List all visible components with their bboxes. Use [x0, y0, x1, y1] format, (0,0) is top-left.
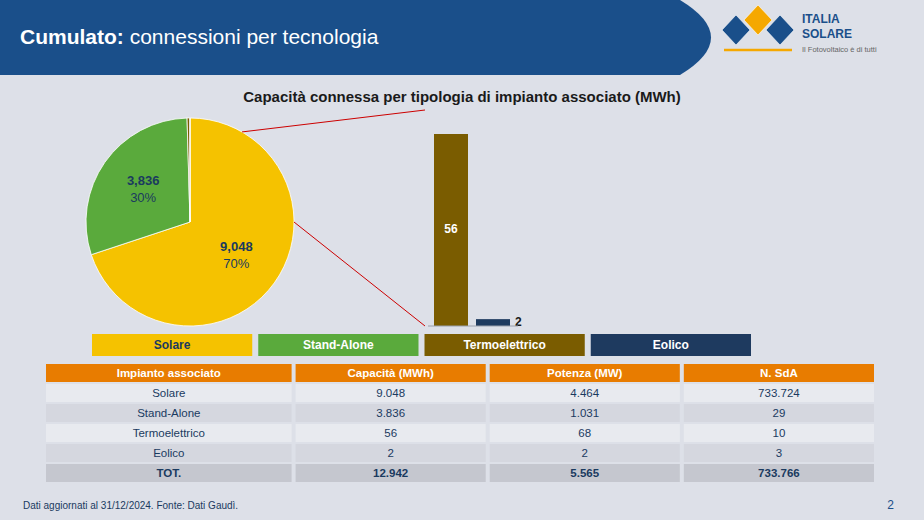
percent-label: 30% [130, 190, 156, 205]
table-cell [46, 384, 292, 402]
pie-slice [189, 118, 190, 222]
table-cell [684, 444, 874, 462]
page-number: 2 [887, 498, 894, 512]
legend-entry: Stand-Alone [303, 338, 374, 352]
table-text: 1.031 [570, 407, 599, 419]
table-cell [296, 444, 486, 462]
table-cell [46, 424, 292, 442]
bars [434, 134, 510, 326]
table-text: Solare [152, 387, 185, 399]
logo-text: ITALIA [802, 12, 840, 26]
table-cell [296, 404, 486, 422]
table-text: 733.724 [758, 387, 800, 399]
table-text: 29 [773, 407, 786, 419]
header-bar [0, 0, 711, 75]
table-text: Termoelettrico [133, 427, 205, 439]
table-text: 56 [384, 427, 397, 439]
table-cell [684, 404, 874, 422]
header-title: Cumulato: connessioni per tecnologia [20, 25, 379, 48]
legend-swatch [591, 334, 751, 356]
table-text: 5.565 [570, 467, 599, 479]
page: Cumulato: connessioni per tecnologia ITAL… [0, 0, 924, 520]
logo-line [724, 49, 792, 52]
data-label: 3,836 [127, 173, 160, 188]
connector [242, 110, 425, 132]
table-cell [490, 384, 680, 402]
table-text: Eolico [153, 447, 184, 459]
footer: Dati aggiornati al 31/12/2024. Fonte: Da… [23, 500, 238, 511]
bar [476, 319, 510, 326]
table-cell [490, 404, 680, 422]
table-text: 9.048 [376, 387, 405, 399]
table-cell [684, 384, 874, 402]
data-label: 2 [515, 315, 522, 329]
header-title-light: connessioni per tecnologia [124, 25, 379, 48]
logo-text: Il Fotovoltaico è di tutti [802, 45, 877, 54]
table-cell [490, 444, 680, 462]
pie-slice [187, 118, 190, 222]
table-cell [296, 424, 486, 442]
table-cell [46, 444, 292, 462]
logo: ITALIASOLARE Il Fotovoltaico è di tutti [722, 5, 877, 54]
legend-swatch [258, 334, 418, 356]
table-text: 3.836 [376, 407, 405, 419]
logo-text: SOLARE [802, 27, 852, 41]
table-cell [46, 464, 292, 482]
table-text: 2 [582, 447, 588, 459]
legend-entry: Termoelettrico [463, 338, 545, 352]
table-text: 68 [578, 427, 591, 439]
table-text: 733.766 [758, 467, 800, 479]
table-text: 12.942 [373, 467, 408, 479]
table-text: Stand-Alone [137, 407, 200, 419]
table-text: 10 [773, 427, 786, 439]
table-cell [490, 464, 680, 482]
table-header: Impianto associato [117, 367, 221, 379]
chart-title: Capacità connessa per tipologia di impia… [243, 88, 681, 105]
table-header: N. SdA [760, 367, 798, 379]
pie-slice [86, 118, 190, 255]
table-cell [46, 404, 292, 422]
table-cell [296, 364, 486, 382]
table-cell [684, 364, 874, 382]
table-text: TOT. [156, 467, 181, 479]
pie [86, 118, 294, 326]
table-cell [296, 384, 486, 402]
data-label: 56 [444, 222, 458, 236]
legend-entry: Eolico [653, 338, 689, 352]
header-title-bold: Cumulato: [20, 25, 124, 48]
table-cell [490, 364, 680, 382]
legend-swatch [92, 334, 252, 356]
table-cell [684, 424, 874, 442]
background [0, 0, 924, 520]
table-header: Capacità (MWh) [348, 367, 434, 379]
table-text: 2 [387, 447, 393, 459]
connector [294, 222, 425, 326]
bar-baseline [428, 326, 518, 327]
table-text: 3 [776, 447, 782, 459]
percent-label: 70% [223, 256, 249, 271]
bar [434, 134, 468, 326]
table-cell [296, 464, 486, 482]
table-cell [490, 424, 680, 442]
legend-entry: Solare [154, 338, 191, 352]
table-header: Potenza (MW) [547, 367, 623, 379]
logo-diamond [766, 15, 794, 45]
data-label: 9,048 [220, 239, 253, 254]
table-cell [46, 364, 292, 382]
table-cell [684, 464, 874, 482]
table-text: 4.464 [570, 387, 599, 399]
legend-swatch [425, 334, 585, 356]
